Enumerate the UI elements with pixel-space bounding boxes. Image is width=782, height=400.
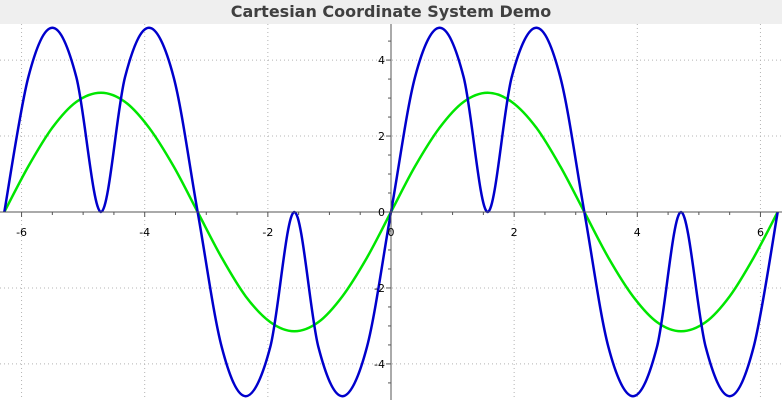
y-tick-label: 0 bbox=[378, 206, 385, 219]
x-tick-label: 0 bbox=[388, 226, 395, 239]
axes bbox=[0, 24, 782, 400]
y-tick-label: -4 bbox=[374, 358, 385, 371]
y-tick-label: 4 bbox=[378, 54, 385, 67]
x-tick-label: -2 bbox=[262, 226, 273, 239]
y-tick-label: 2 bbox=[378, 130, 385, 143]
y-tick-label: -2 bbox=[374, 282, 385, 295]
x-tick-label: 4 bbox=[634, 226, 641, 239]
tick-labels: -6 -4 -2 0 2 4 6 -4 -2 2 4 0 bbox=[16, 54, 764, 371]
chart-title: Cartesian Coordinate System Demo bbox=[230, 2, 552, 21]
title-bar: Cartesian Coordinate System Demo bbox=[0, 0, 782, 24]
x-tick-label: -4 bbox=[139, 226, 150, 239]
x-tick-label: 6 bbox=[757, 226, 764, 239]
x-tick-label: -6 bbox=[16, 226, 27, 239]
x-tick-label: 2 bbox=[511, 226, 518, 239]
